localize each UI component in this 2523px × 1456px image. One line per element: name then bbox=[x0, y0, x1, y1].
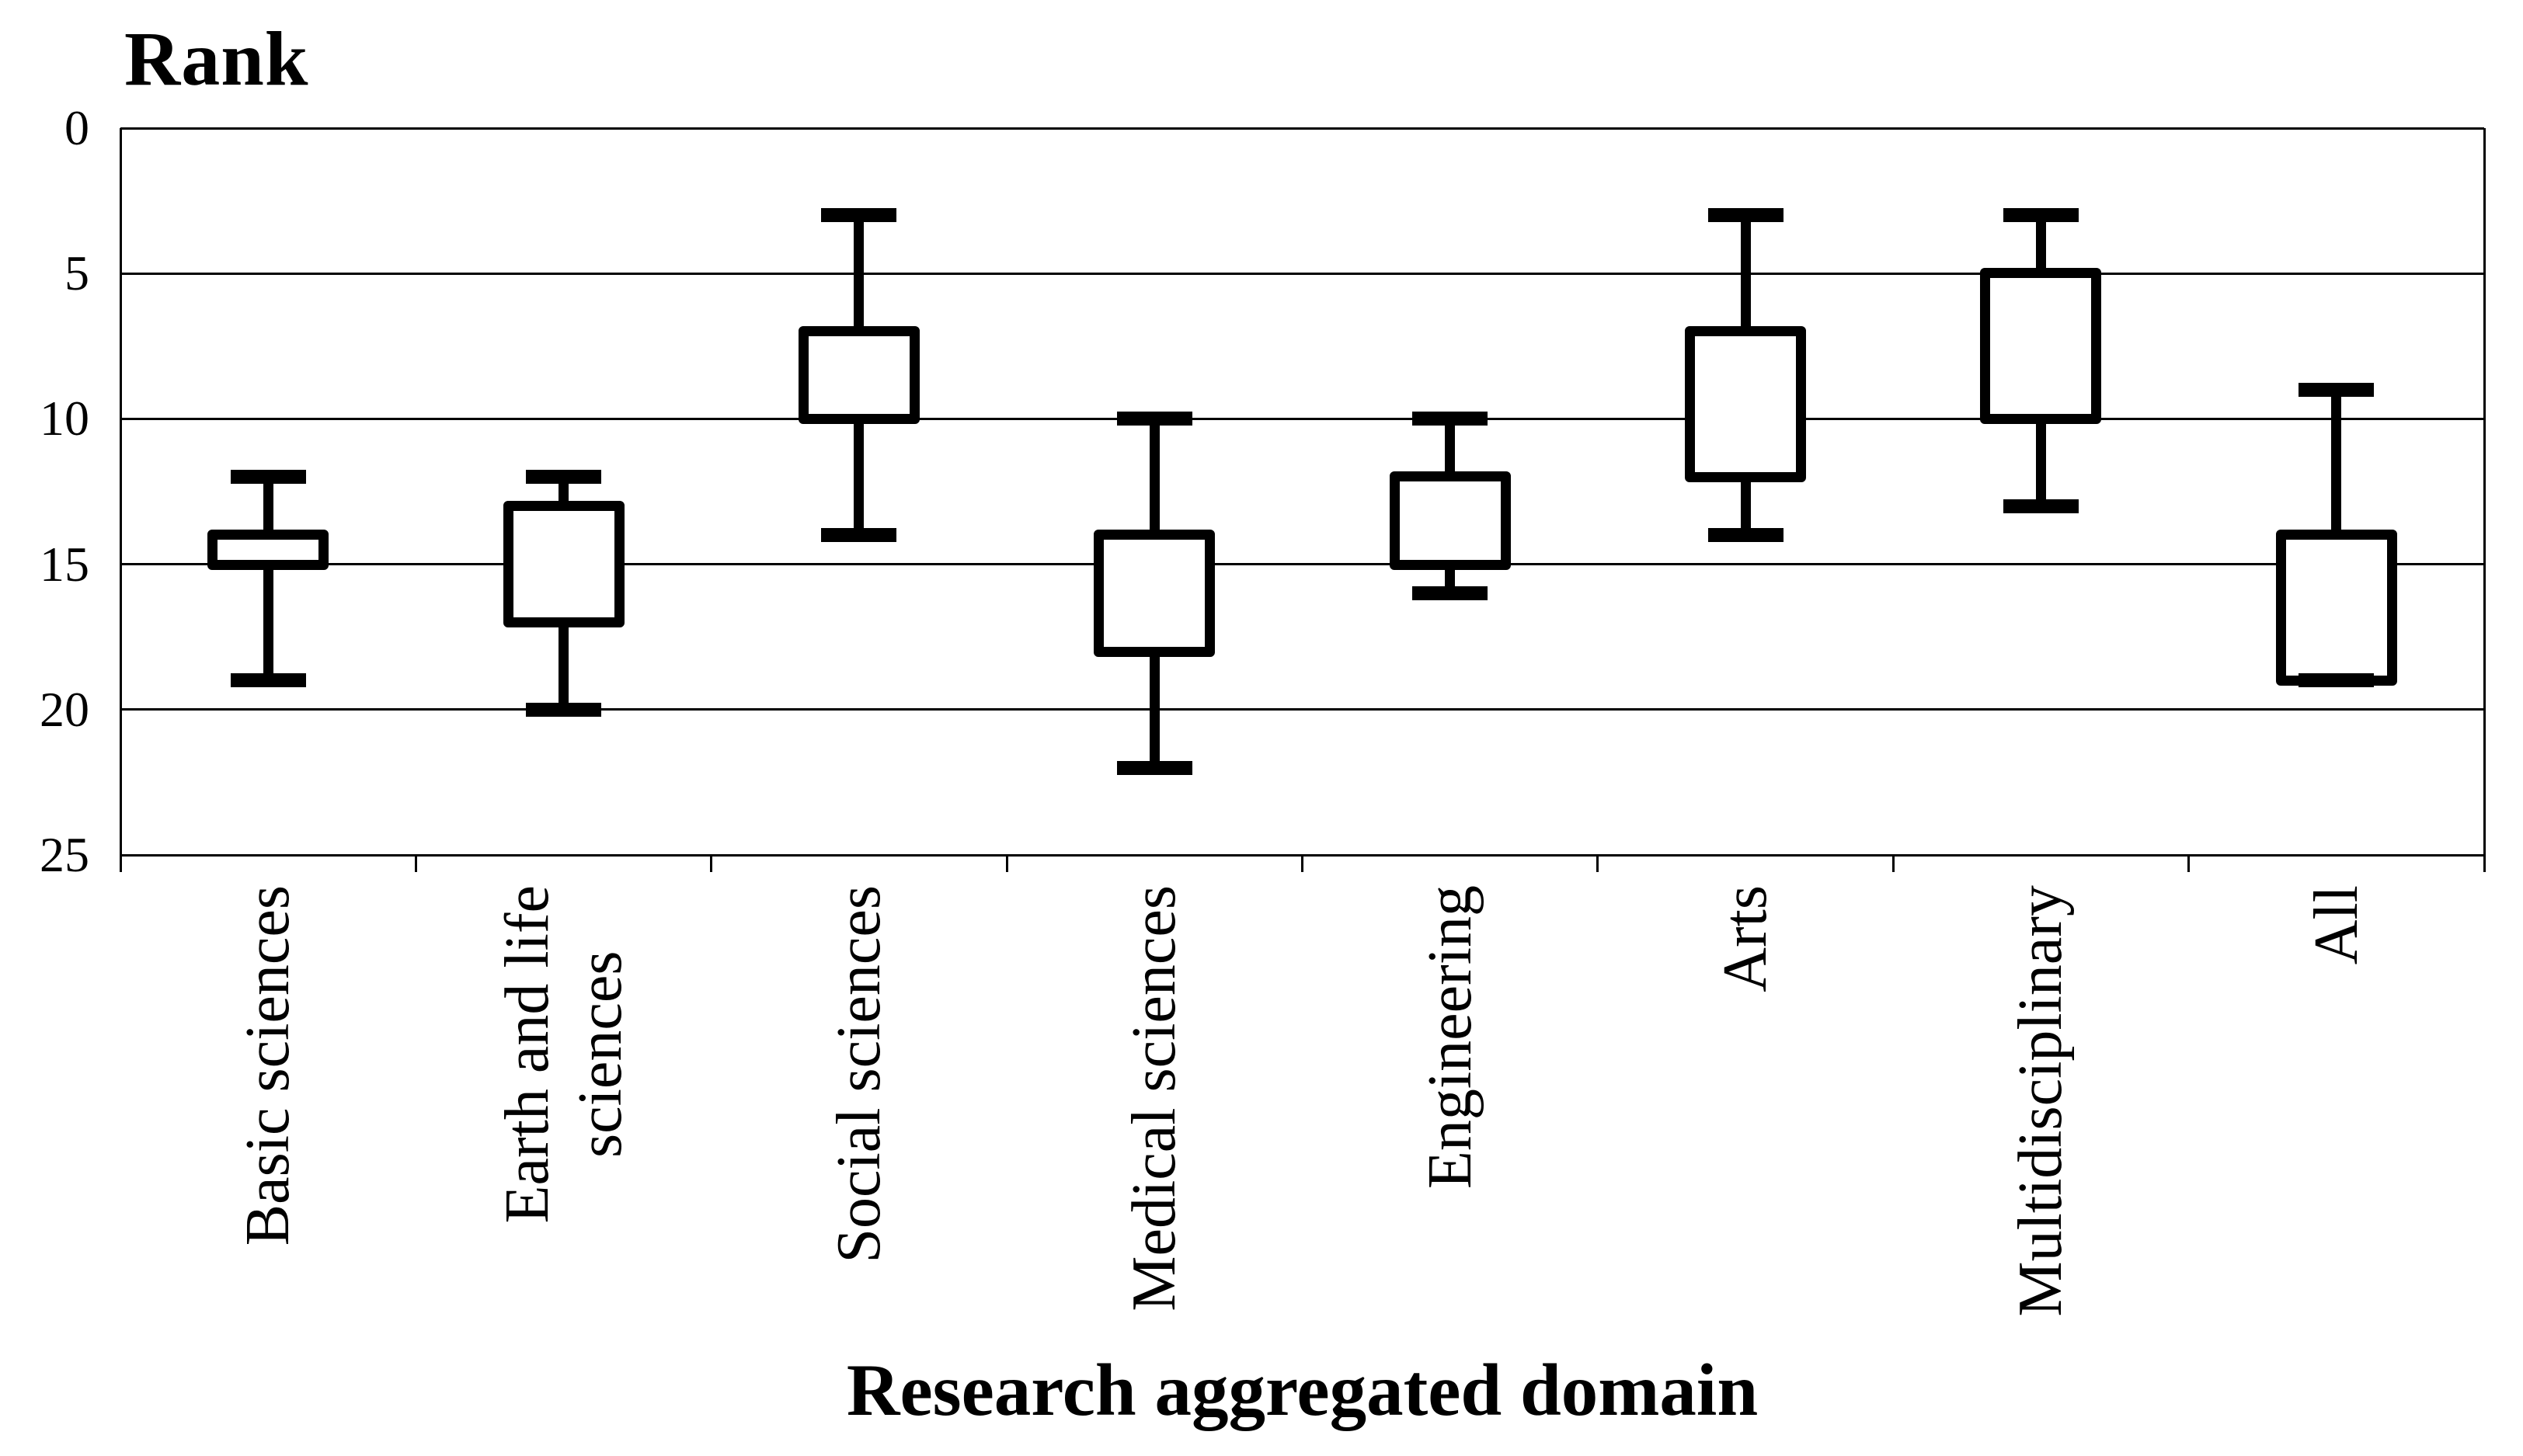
gridline bbox=[120, 417, 2484, 420]
lower-whisker-line bbox=[1445, 564, 1456, 594]
y-axis-line bbox=[119, 128, 122, 872]
category-label-text: Social sciences bbox=[824, 885, 893, 1263]
upper-whisker-cap bbox=[821, 208, 897, 223]
lower-whisker-line bbox=[2035, 419, 2046, 506]
category-label: Medical sciences bbox=[1061, 866, 1248, 1378]
upper-whisker-cap bbox=[2003, 208, 2079, 223]
x-axis-tick bbox=[414, 855, 417, 872]
upper-whisker-line bbox=[1445, 419, 1456, 478]
plot-right-border bbox=[2483, 128, 2486, 872]
x-axis-tick bbox=[1596, 855, 1599, 872]
y-tick-label: 5 bbox=[64, 245, 89, 301]
upper-whisker-line bbox=[2331, 389, 2342, 536]
lower-whisker-line bbox=[1149, 651, 1160, 768]
y-axis-title: Rank bbox=[124, 16, 309, 102]
y-tick-label: 10 bbox=[40, 391, 89, 447]
gridline bbox=[120, 563, 2484, 566]
upper-whisker-line bbox=[1149, 419, 1160, 536]
category-label-text: Earth and life sciences bbox=[492, 885, 635, 1224]
category-label-text: Basic sciences bbox=[234, 885, 303, 1246]
category-label-text: Engineering bbox=[1415, 885, 1484, 1189]
x-axis-tick bbox=[1301, 855, 1303, 872]
upper-whisker-cap bbox=[526, 470, 602, 485]
gridline bbox=[120, 272, 2484, 275]
upper-whisker-line bbox=[854, 215, 865, 332]
upper-whisker-cap bbox=[1412, 412, 1488, 426]
box-plot-box bbox=[1685, 326, 1807, 483]
upper-whisker-cap bbox=[1116, 412, 1192, 426]
lower-whisker-cap bbox=[526, 702, 602, 717]
lower-whisker-line bbox=[1740, 477, 1751, 536]
lower-whisker-cap bbox=[1707, 528, 1784, 543]
x-axis-tick bbox=[1891, 855, 1895, 872]
box-plot-box bbox=[1094, 530, 1216, 657]
box-plot-box bbox=[1389, 471, 1511, 570]
category-label-text: Multidisciplinary bbox=[2006, 885, 2076, 1317]
lower-whisker-cap bbox=[1116, 760, 1192, 775]
box-plot-box bbox=[1980, 268, 2102, 425]
upper-whisker-line bbox=[559, 477, 569, 506]
upper-whisker-line bbox=[1740, 215, 1751, 332]
lower-whisker-line bbox=[854, 419, 865, 536]
upper-whisker-cap bbox=[230, 470, 306, 485]
x-axis-title: Research aggregated domain bbox=[846, 1349, 1759, 1431]
box-plot-box bbox=[503, 500, 625, 628]
lower-whisker-cap bbox=[821, 528, 897, 543]
upper-whisker-line bbox=[2035, 215, 2046, 274]
y-tick-label: 15 bbox=[40, 536, 89, 592]
lower-whisker-line bbox=[559, 622, 569, 710]
gridline bbox=[120, 127, 2484, 130]
box-plot-box bbox=[207, 530, 329, 570]
y-tick-label: 0 bbox=[64, 100, 89, 155]
lower-whisker-cap bbox=[2299, 673, 2375, 688]
gridline bbox=[120, 708, 2484, 711]
x-axis-tick bbox=[2187, 855, 2191, 872]
lower-whisker-cap bbox=[1412, 586, 1488, 601]
lower-whisker-cap bbox=[2003, 499, 2079, 513]
lower-whisker-cap bbox=[230, 673, 306, 688]
upper-whisker-cap bbox=[2299, 382, 2375, 397]
y-tick-label: 20 bbox=[40, 681, 89, 737]
box-plot-box bbox=[798, 326, 920, 425]
category-label: Arts bbox=[1652, 866, 1839, 1378]
x-axis-tick bbox=[1005, 855, 1008, 872]
category-label: Basic sciences bbox=[175, 866, 361, 1378]
lower-whisker-line bbox=[263, 564, 273, 681]
box-plot-box bbox=[2275, 530, 2397, 686]
category-label-text: Arts bbox=[1711, 885, 1780, 992]
category-label: Multidisciplinary bbox=[1947, 866, 2134, 1378]
category-label: Engineering bbox=[1357, 866, 1543, 1378]
x-axis-tick bbox=[710, 855, 713, 872]
upper-whisker-cap bbox=[1707, 208, 1784, 223]
y-tick-label: 25 bbox=[40, 827, 89, 882]
category-label-text: All bbox=[2302, 885, 2371, 965]
category-label: Social sciences bbox=[766, 866, 952, 1378]
category-label-text: Medical sciences bbox=[1120, 885, 1189, 1312]
category-label: Earth and life sciences bbox=[471, 866, 657, 1378]
category-label: All bbox=[2243, 866, 2430, 1378]
upper-whisker-line bbox=[263, 477, 273, 536]
